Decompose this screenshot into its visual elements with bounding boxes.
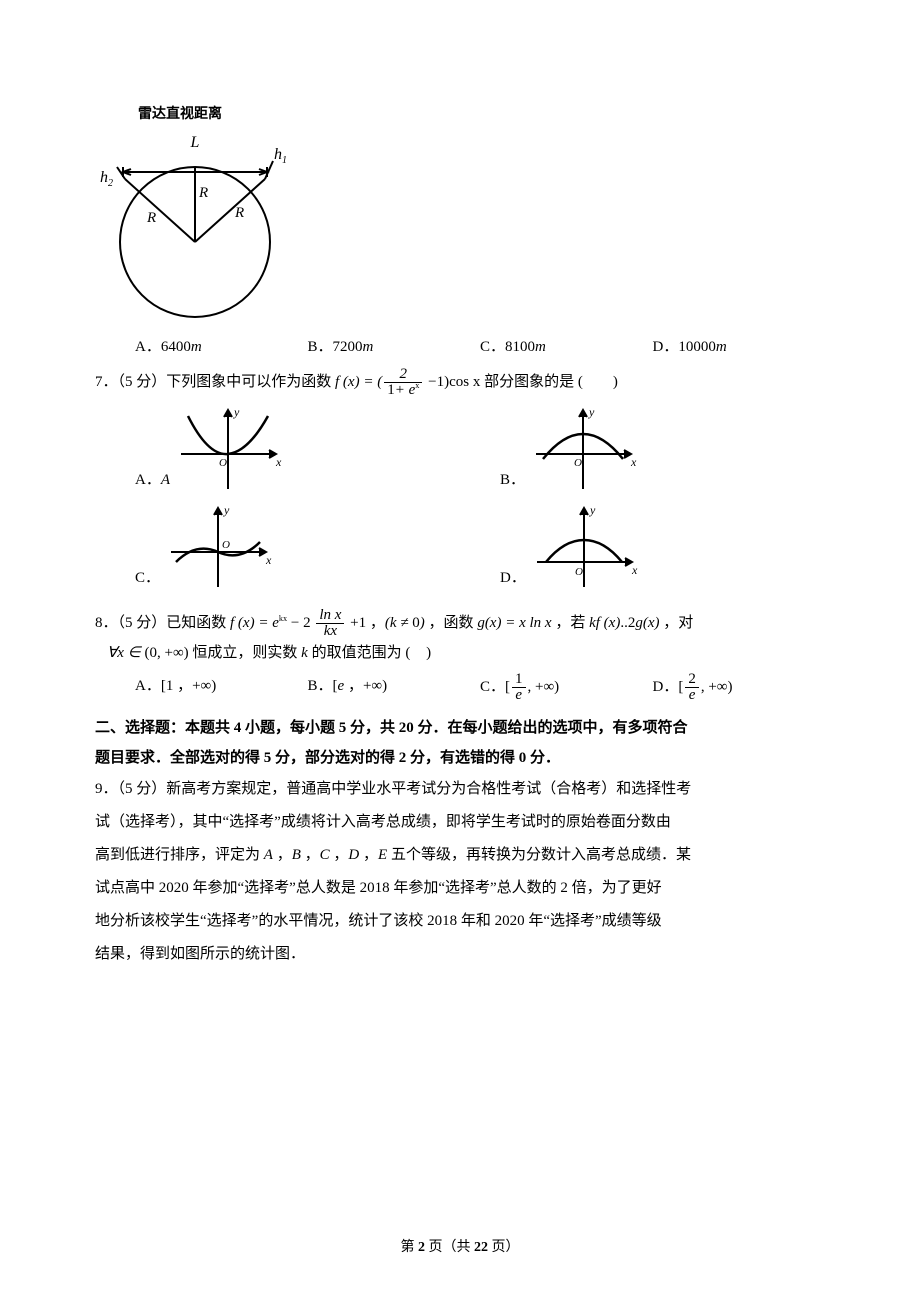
q7-graph-c: O x y <box>166 502 276 592</box>
q8-fx: f (x) = ekx <box>230 615 287 631</box>
q8-options: A．[1 ，+∞) B．[e ，+∞) C．[1e, +∞) D．[2e, +∞… <box>95 672 825 703</box>
svg-text:O: O <box>222 539 230 551</box>
q8-pre: 8．（5 分）已知函数 <box>95 615 230 631</box>
q8-opt-a: A．[1 ，+∞) <box>135 672 308 703</box>
q8-line1: 8．（5 分）已知函数 f (x) = ekx − 2 ln x kx +1 ，… <box>95 608 825 639</box>
q7-stem-suffix: 部分图象的是 ( ) <box>484 374 618 390</box>
diagram-caption: 雷达直视距离 <box>95 100 265 127</box>
q8-ineq: kf (x)..2g(x) <box>589 615 659 631</box>
page-footer: 第 2 页（共 22 页） <box>0 1235 920 1262</box>
q8: 8．（5 分）已知函数 f (x) = ekx − 2 ln x kx +1 ，… <box>95 608 825 703</box>
q7-graph-d: O x y <box>532 502 642 592</box>
q8-frac-num: ln x <box>316 608 344 623</box>
svg-text:h1: h1 <box>274 146 287 166</box>
svg-text:R: R <box>198 185 208 201</box>
q7-stem: 7．（5 分）下列图象中可以作为函数 f (x) = ( 2 1+ ex −1)… <box>95 367 825 398</box>
svg-text:x: x <box>631 563 638 577</box>
q7-fx-tail: −1)cos x <box>424 374 480 390</box>
q6-opt-d: D．10000m <box>653 333 826 362</box>
q7-opt-b-label: B． <box>500 466 525 495</box>
q7-opt-b: B． O x y <box>460 404 825 494</box>
q8-tail: ，若 <box>555 615 589 631</box>
q6-opt-c: C．8100m <box>480 333 653 362</box>
svg-text:y: y <box>588 405 595 419</box>
q9-p3b: 五个等级，再转换为分数计入高考总成绩．某 <box>387 847 691 863</box>
q9-p6: 结果，得到如图所示的统计图． <box>95 938 825 971</box>
footer-post: 页） <box>488 1240 520 1255</box>
svg-text:O: O <box>219 457 227 469</box>
q7-opt-d: D． O x y <box>460 502 825 592</box>
q7-opt-d-label: D． <box>500 564 526 593</box>
footer-mid: 页（共 <box>425 1240 474 1255</box>
svg-text:h2: h2 <box>100 169 113 189</box>
svg-text:x: x <box>265 553 272 567</box>
q8-opt-b: B．[e ，+∞) <box>308 672 481 703</box>
svg-text:y: y <box>223 503 230 517</box>
q7-graph-b: O x y <box>531 404 641 494</box>
svg-text:y: y <box>589 503 596 517</box>
svg-text:x: x <box>275 455 282 469</box>
q8-opt-d: D．[2e, +∞) <box>653 672 826 703</box>
q7-opt-a: A．A O x y <box>95 404 460 494</box>
q9-p3a: 高到低进行排序，评定为 <box>95 847 264 863</box>
svg-text:L: L <box>190 134 200 151</box>
q7-opt-a-label: A．A <box>135 466 170 495</box>
q9-p2: 试（选择考），其中“选择考”成绩将计入高考总成绩，即将学生考试时的原始卷面分数由 <box>95 806 825 839</box>
q9-p5: 地分析该校学生“选择考”的水平情况，统计了该校 2018 年和 2020 年“选… <box>95 905 825 938</box>
footer-pre: 第 <box>401 1240 419 1255</box>
q8-frac-den: kx <box>316 623 344 639</box>
svg-text:y: y <box>233 405 240 419</box>
q7-opt-c-label: C． <box>135 564 160 593</box>
q8-opt-c: C．[1e, +∞) <box>480 672 653 703</box>
svg-text:O: O <box>574 457 582 469</box>
q6-opt-a: A．6400m <box>135 333 308 362</box>
q7-opt-c: C． O x y <box>95 502 460 592</box>
section2-line1: 二、选择题：本题共 4 小题，每小题 5 分，共 20 分．在每小题给出的选项中… <box>95 713 825 743</box>
svg-text:R: R <box>234 205 244 221</box>
q8-tail2: ，对 <box>663 615 693 631</box>
radar-diagram: 雷达直视距离 L h1 <box>95 100 825 327</box>
footer-cur: 2 <box>418 1240 425 1255</box>
q7-fx-lhs: f (x) = ( <box>335 374 382 390</box>
q8-plus1: +1 <box>350 615 366 631</box>
q7-fx: f (x) = ( 2 1+ ex −1)cos x <box>335 374 484 390</box>
q9: 9．（5 分）新高考方案规定，普通高中学业水平考试分为合格性考试（合格考）和选择… <box>95 773 825 971</box>
q7: 7．（5 分）下列图象中可以作为函数 f (x) = ( 2 1+ ex −1)… <box>95 367 825 600</box>
section2-heading: 二、选择题：本题共 4 小题，每小题 5 分，共 20 分．在每小题给出的选项中… <box>95 713 825 773</box>
q8-gx: g(x) = x ln x <box>477 615 551 631</box>
section2-line2: 题目要求．全部选对的得 5 分，部分选对的得 2 分，有选错的得 0 分． <box>95 743 825 773</box>
q9-p4: 试点高中 2020 年参加“选择考”总人数是 2018 年参加“选择考”总人数的… <box>95 872 825 905</box>
q6-options: A．6400m B．7200m C．8100m D．10000m <box>95 333 825 362</box>
svg-text:x: x <box>630 455 637 469</box>
svg-text:O: O <box>575 566 583 578</box>
radar-svg: L h1 h2 R R R <box>95 127 295 327</box>
q9-p3: 高到低进行排序，评定为 A ，B ，C ，D ，E 五个等级，再转换为分数计入高… <box>95 839 825 872</box>
q8-kcond: ，(k ≠ 0) ，函数 <box>370 615 477 631</box>
q7-frac-num: 2 <box>384 367 422 382</box>
q8-minus: − 2 <box>291 615 311 631</box>
q7-graph-a: O x y <box>176 404 286 494</box>
footer-tot: 22 <box>474 1240 488 1255</box>
q7-frac-den: 1+ ex <box>384 382 422 398</box>
q6-opt-b: B．7200m <box>308 333 481 362</box>
q7-stem-prefix: 7．（5 分）下列图象中可以作为函数 <box>95 374 335 390</box>
q8-frac: ln x kx <box>316 608 344 639</box>
q7-graph-options: A．A O x y B． <box>95 404 825 600</box>
svg-text:R: R <box>146 210 156 226</box>
q9-p1: 9．（5 分）新高考方案规定，普通高中学业水平考试分为合格性考试（合格考）和选择… <box>95 773 825 806</box>
q8-line2: ∀x ∈ (0, +∞) 恒成立，则实数 k 的取值范围为 ( ) <box>95 639 825 668</box>
